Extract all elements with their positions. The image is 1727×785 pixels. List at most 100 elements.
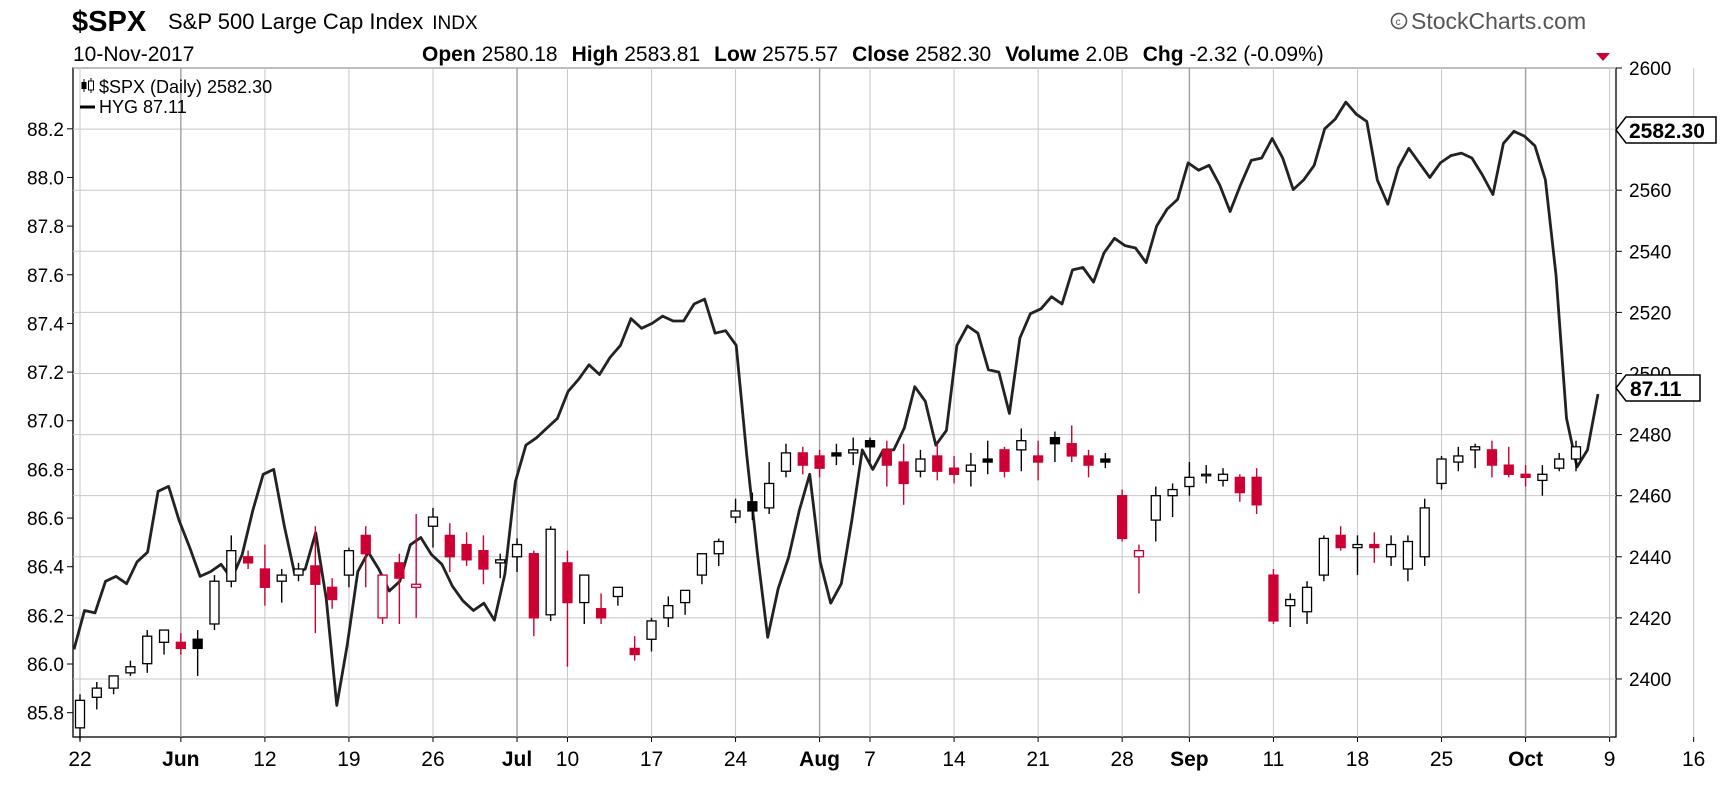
left-tick-label: 87.0 — [27, 412, 64, 433]
spx-candle — [797, 446, 808, 475]
candle-body — [948, 467, 960, 475]
copyright-icon: c — [1390, 12, 1408, 30]
candle-body — [814, 455, 825, 469]
legend-hyg-label: HYG 87.11 — [99, 97, 187, 117]
spx-candle — [1016, 428, 1027, 472]
spx-candle — [1251, 468, 1262, 514]
candle-body — [915, 458, 926, 472]
candle-body — [999, 449, 1010, 472]
candle-body — [1066, 443, 1077, 457]
x-tick-label: 7 — [864, 748, 876, 771]
spx-candle — [1167, 483, 1178, 518]
spx-candle — [1133, 544, 1145, 594]
candle-body — [1385, 543, 1397, 558]
x-tick-label: 14 — [942, 748, 966, 771]
candle-body — [965, 464, 977, 472]
candle-body — [797, 452, 808, 466]
spx-candle — [612, 586, 624, 606]
spx-candle — [1352, 535, 1363, 576]
spx-candle — [764, 462, 775, 514]
open-label: Open — [422, 43, 476, 66]
x-axis: 22 Jun 12 19 26 Jul 10 17 24 Aug 7 14 21 28 Sep 11 18 25 O… — [68, 737, 1705, 771]
chart-date: 10-Nov-2017 — [73, 43, 194, 66]
right-tick-label: 2560 — [1629, 181, 1671, 202]
candle-body — [730, 510, 741, 518]
candle-body — [1049, 436, 1061, 445]
spx-candle — [1150, 486, 1161, 542]
spx-candle — [679, 589, 691, 615]
x-tick-label: 28 — [1110, 748, 1133, 771]
spx-candle — [1217, 468, 1229, 487]
candle-body — [478, 550, 489, 570]
spx-candle — [646, 617, 657, 652]
candle-body — [411, 583, 422, 588]
candle-body — [1100, 458, 1111, 463]
x-tick-label: 10 — [556, 748, 579, 771]
candle-body — [1032, 455, 1044, 463]
candle-body — [831, 452, 842, 457]
stockcharts-watermark[interactable]: StockCharts.com — [1411, 8, 1586, 34]
right-tick-label: 2540 — [1629, 242, 1671, 263]
candle-body — [629, 647, 640, 656]
spx-candle — [276, 568, 287, 603]
ohlc-stats: Open 2580.18 High 2583.81 Low 2575.57 Close 258… — [422, 43, 1324, 66]
spx-candle — [814, 449, 825, 478]
right-tick-label: 2400 — [1629, 670, 1671, 691]
spx-candle — [411, 514, 422, 618]
candle-body — [1201, 473, 1212, 477]
spx-candle — [999, 446, 1010, 478]
spx-candle — [1032, 440, 1044, 481]
spx-candle — [74, 694, 86, 741]
spx-candle — [595, 593, 607, 624]
candle-body — [360, 534, 371, 555]
spx-candle — [1100, 452, 1111, 469]
spx-candle — [91, 682, 102, 710]
hyg-last-value-tag: 87.11 — [1615, 374, 1701, 402]
spx-candle — [1453, 446, 1464, 472]
candle-body — [579, 574, 590, 604]
candle-body — [1469, 446, 1481, 451]
left-axis: 85.8 86.0 86.2 86.4 86.6 86.8 87.0 87.2 87.4 87.6… — [27, 120, 73, 725]
candle-body — [1554, 458, 1565, 469]
candlestick-icon — [81, 78, 94, 93]
spx-candle — [1520, 465, 1531, 487]
index-name-text: S&P 500 Large Cap Index — [168, 9, 423, 34]
candle-body — [226, 550, 237, 582]
spx-candle — [780, 443, 792, 478]
spx-candle — [125, 660, 136, 676]
candle-body — [1503, 464, 1514, 475]
spx-candle — [1335, 526, 1346, 551]
x-tick-label: 12 — [253, 748, 276, 771]
x-tick-label: 16 — [1682, 748, 1705, 771]
candle-body — [1369, 543, 1380, 549]
spx-candle — [259, 544, 271, 606]
candle-body — [898, 461, 909, 485]
hyg-last-value: 87.11 — [1630, 378, 1682, 401]
candle-body — [276, 574, 287, 582]
spx-candle — [1436, 455, 1447, 490]
volume-value: 2.0B — [1086, 43, 1129, 66]
spx-candle — [1503, 446, 1514, 478]
spx-candle — [1285, 593, 1296, 628]
candle-body — [881, 449, 892, 466]
spx-candle — [1419, 498, 1430, 566]
candle-body — [747, 501, 758, 512]
left-tick-label: 86.0 — [27, 655, 64, 676]
candle-body — [158, 629, 170, 643]
candle-body — [91, 687, 102, 698]
x-tick-label: Oct — [1508, 748, 1543, 771]
spx-candle — [108, 675, 119, 695]
left-tick-label: 87.6 — [27, 266, 64, 287]
candle-body — [528, 553, 539, 619]
chg-label: Chg — [1143, 43, 1184, 66]
right-tick-label: 2420 — [1629, 609, 1671, 630]
spx-candle — [495, 553, 506, 579]
spx-candle — [528, 550, 539, 637]
candle-body — [209, 580, 220, 625]
left-tick-label: 87.4 — [27, 314, 64, 335]
left-tick-label: 87.8 — [27, 217, 64, 238]
spx-candle — [1469, 443, 1481, 469]
spx-candle — [1201, 465, 1212, 484]
candle-body — [1117, 495, 1128, 540]
x-tick-label: 11 — [1263, 748, 1285, 771]
